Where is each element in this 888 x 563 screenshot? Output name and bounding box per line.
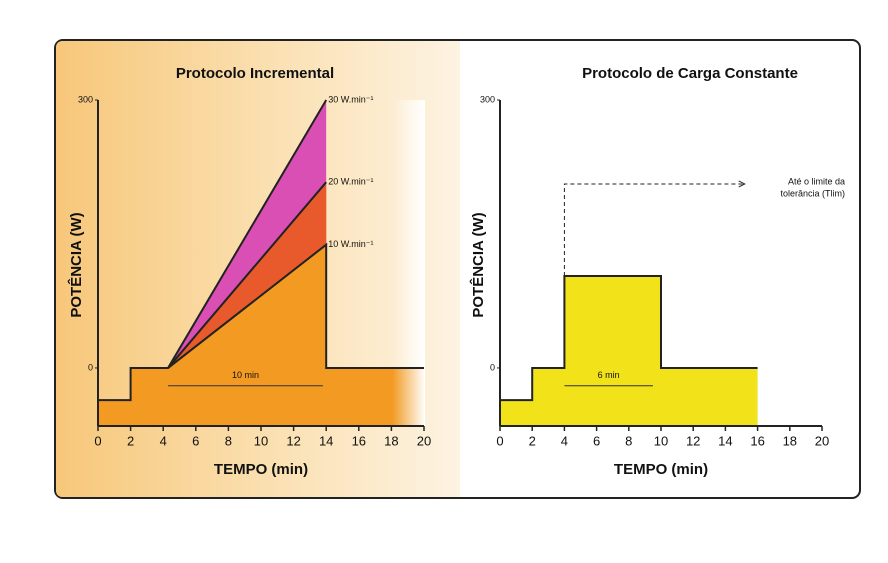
x-tick-label: 12: [686, 433, 700, 448]
chart-title: Protocolo Incremental: [176, 65, 334, 82]
x-tick-label: 18: [384, 433, 398, 448]
x-tick-label: 0: [496, 433, 503, 448]
x-tick-label: 20: [417, 433, 431, 448]
x-tick-label: 10: [254, 433, 268, 448]
area-fade: [98, 100, 425, 426]
y-axis-label: POTÊNCIA (W): [469, 212, 487, 317]
x-tick-label: 14: [319, 433, 333, 448]
profile-line: [98, 242, 424, 402]
x-tick-label: 20: [815, 433, 829, 448]
x-axis-label: TEMPO (min): [614, 461, 708, 478]
x-tick-label: 2: [127, 433, 134, 448]
annotation: tolerância (Tlim): [780, 188, 845, 198]
profile-line: [167, 99, 328, 369]
x-tick-label: 4: [561, 433, 568, 448]
x-tick-label: 6: [593, 433, 600, 448]
x-tick-label: 0: [94, 433, 101, 448]
series-label: 30 W.min⁻¹: [328, 94, 373, 104]
x-tick-label: 8: [625, 433, 632, 448]
y-axis-label: POTÊNCIA (W): [67, 212, 85, 317]
y-tick-label: 300: [78, 94, 93, 104]
x-tick-label: 12: [286, 433, 300, 448]
y-tick-label: 0: [88, 362, 93, 372]
x-tick-label: 16: [352, 433, 366, 448]
y-tick-label: 300: [480, 94, 495, 104]
x-tick-label: 18: [783, 433, 797, 448]
profile-line: [167, 181, 327, 369]
y-tick-label: 0: [490, 362, 495, 372]
dashed-line: [563, 184, 744, 276]
series-label: 20 W.min⁻¹: [328, 177, 373, 187]
x-tick-label: 8: [225, 433, 232, 448]
x-tick-label: 14: [718, 433, 732, 448]
x-tick-label: 10: [654, 433, 668, 448]
x-axis-label: TEMPO (min): [214, 461, 308, 478]
period-label: 6 min: [598, 370, 620, 380]
x-tick-label: 4: [160, 433, 167, 448]
profile-line: [500, 274, 758, 402]
x-tick-label: 16: [750, 433, 764, 448]
chart-title: Protocolo de Carga Constante: [582, 65, 798, 82]
annotation: Até o limite da: [788, 176, 845, 186]
period-label: 10 min: [232, 370, 259, 380]
x-tick-label: 2: [529, 433, 536, 448]
x-tick-label: 6: [192, 433, 199, 448]
series-label: 10 W.min⁻¹: [328, 239, 373, 249]
